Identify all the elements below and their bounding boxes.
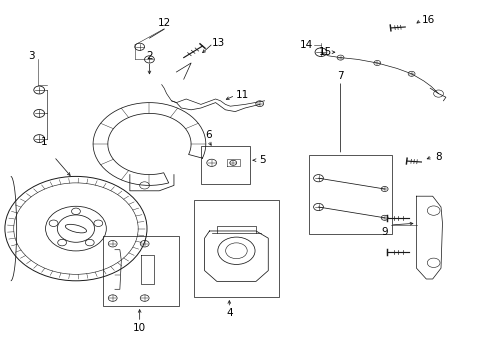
Text: 3: 3 — [28, 51, 35, 61]
Text: 16: 16 — [422, 15, 436, 25]
Text: 7: 7 — [337, 71, 344, 81]
Bar — [103, 236, 179, 306]
Text: 4: 4 — [226, 308, 233, 318]
Text: 5: 5 — [259, 155, 266, 165]
Text: 8: 8 — [435, 152, 442, 162]
Text: 15: 15 — [319, 47, 333, 57]
Text: 13: 13 — [211, 38, 225, 48]
Text: 12: 12 — [157, 18, 171, 28]
Text: 9: 9 — [381, 227, 388, 237]
Text: 6: 6 — [205, 130, 212, 140]
Text: 11: 11 — [236, 90, 249, 100]
Bar — [194, 200, 279, 297]
Text: 14: 14 — [299, 40, 313, 50]
Text: 1: 1 — [41, 137, 48, 147]
Text: 2: 2 — [146, 51, 153, 61]
Bar — [309, 155, 392, 234]
Text: 10: 10 — [133, 323, 146, 333]
Bar — [201, 146, 250, 184]
